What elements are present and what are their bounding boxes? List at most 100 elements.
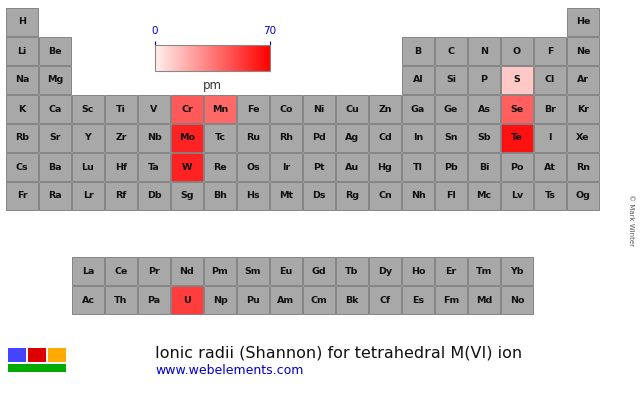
Bar [402, 258, 434, 285]
Bar [237, 182, 269, 210]
Bar [435, 153, 467, 181]
Bar [303, 286, 335, 314]
Text: Ta: Ta [148, 162, 160, 172]
Bar [204, 286, 236, 314]
Text: Ti: Ti [116, 104, 126, 114]
Text: Cr: Cr [181, 104, 193, 114]
Text: Hf: Hf [115, 162, 127, 172]
Bar [39, 124, 71, 152]
Bar [402, 124, 434, 152]
Bar [39, 95, 71, 123]
Text: Ts: Ts [545, 192, 556, 200]
Bar [39, 182, 71, 210]
Text: Ni: Ni [314, 104, 324, 114]
Text: Ds: Ds [312, 192, 326, 200]
Bar [72, 182, 104, 210]
Text: www.webelements.com: www.webelements.com [155, 364, 303, 378]
Bar [105, 182, 137, 210]
Text: C: C [447, 46, 454, 56]
Text: Cf: Cf [380, 296, 390, 305]
Text: Xe: Xe [576, 134, 589, 142]
Text: Mc: Mc [476, 192, 492, 200]
Bar [435, 286, 467, 314]
Bar [468, 182, 500, 210]
Text: Rn: Rn [576, 162, 590, 172]
Text: Pd: Pd [312, 134, 326, 142]
Text: Ne: Ne [576, 46, 590, 56]
Text: Rh: Rh [279, 134, 293, 142]
Text: Pb: Pb [444, 162, 458, 172]
Text: Ionic radii (Shannon) for tetrahedral M(VI) ion: Ionic radii (Shannon) for tetrahedral M(… [155, 346, 522, 360]
Text: Mg: Mg [47, 76, 63, 84]
Text: Sg: Sg [180, 192, 194, 200]
Text: Ba: Ba [48, 162, 61, 172]
Bar [336, 95, 368, 123]
Bar [8, 348, 26, 362]
Bar [39, 37, 71, 65]
Text: Po: Po [510, 162, 524, 172]
Bar [138, 286, 170, 314]
Text: Bi: Bi [479, 162, 489, 172]
Text: I: I [548, 134, 552, 142]
Bar [501, 95, 533, 123]
Bar [336, 258, 368, 285]
Text: Tm: Tm [476, 267, 492, 276]
Bar [567, 95, 599, 123]
Bar [72, 95, 104, 123]
Text: Cm: Cm [310, 296, 328, 305]
Bar [138, 95, 170, 123]
Text: Fm: Fm [443, 296, 459, 305]
Text: Pa: Pa [147, 296, 161, 305]
Bar [402, 37, 434, 65]
Bar [270, 153, 302, 181]
Bar [138, 258, 170, 285]
Text: Am: Am [277, 296, 294, 305]
Text: Rf: Rf [115, 192, 127, 200]
Bar [270, 286, 302, 314]
Text: O: O [513, 46, 521, 56]
Bar [6, 124, 38, 152]
Bar [6, 8, 38, 36]
Text: P: P [481, 76, 488, 84]
Bar [501, 258, 533, 285]
Bar [237, 95, 269, 123]
Text: U: U [183, 296, 191, 305]
Bar [303, 95, 335, 123]
Bar [369, 258, 401, 285]
Bar [501, 182, 533, 210]
Bar [501, 37, 533, 65]
Text: Zn: Zn [378, 104, 392, 114]
Text: Lv: Lv [511, 192, 523, 200]
Text: Sc: Sc [82, 104, 94, 114]
Bar [534, 182, 566, 210]
Text: Re: Re [213, 162, 227, 172]
Bar [501, 66, 533, 94]
Bar [204, 182, 236, 210]
Text: N: N [480, 46, 488, 56]
Bar [237, 258, 269, 285]
Bar [6, 37, 38, 65]
Bar [237, 124, 269, 152]
Text: Rg: Rg [345, 192, 359, 200]
Text: Tb: Tb [346, 267, 358, 276]
Bar [369, 95, 401, 123]
Bar [171, 258, 203, 285]
Text: Th: Th [115, 296, 128, 305]
Bar [303, 153, 335, 181]
Bar [468, 66, 500, 94]
Bar [6, 66, 38, 94]
Bar [468, 95, 500, 123]
Bar [237, 153, 269, 181]
Text: Te: Te [511, 134, 523, 142]
Text: Ru: Ru [246, 134, 260, 142]
Bar [435, 95, 467, 123]
Text: Au: Au [345, 162, 359, 172]
Bar [534, 66, 566, 94]
Bar [303, 182, 335, 210]
Text: Li: Li [17, 46, 27, 56]
Bar [72, 124, 104, 152]
Text: Rb: Rb [15, 134, 29, 142]
Text: Tc: Tc [214, 134, 225, 142]
Text: Cd: Cd [378, 134, 392, 142]
Text: V: V [150, 104, 157, 114]
